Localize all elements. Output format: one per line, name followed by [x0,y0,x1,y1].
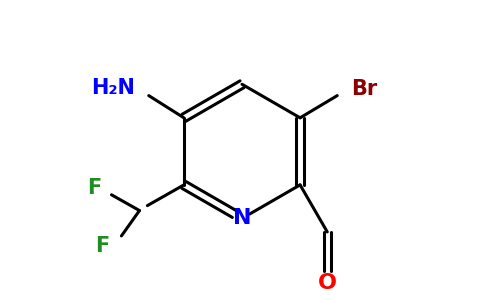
Text: N: N [233,208,251,228]
Text: F: F [95,236,109,256]
Text: O: O [318,273,337,293]
Text: F: F [87,178,102,198]
Text: Br: Br [351,79,378,99]
Text: H₂N: H₂N [91,78,135,98]
